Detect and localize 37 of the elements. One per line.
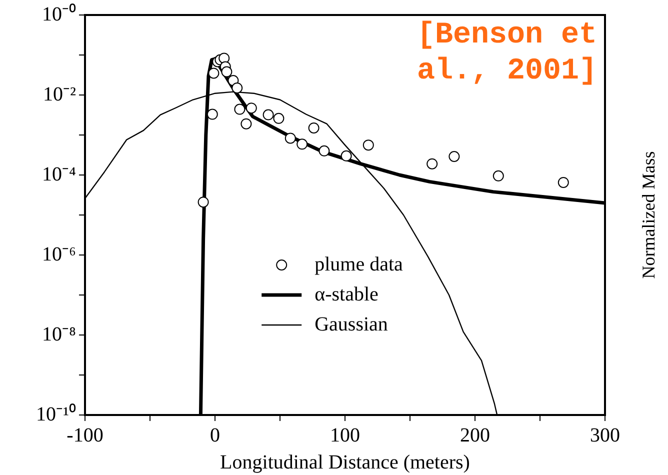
point xyxy=(558,176,569,188)
point xyxy=(232,82,243,94)
point xyxy=(273,112,284,124)
point xyxy=(246,102,257,114)
point xyxy=(308,122,320,134)
point xyxy=(234,104,246,115)
y-tick-label: 10⁻¹⁰ xyxy=(36,402,76,426)
x-tick-label: -100 xyxy=(66,424,104,446)
point xyxy=(206,108,218,120)
legend-label: plume data xyxy=(314,253,404,276)
legend-label: Gaussian xyxy=(314,313,388,336)
y-tick-label: 10⁻⁴ xyxy=(42,163,76,186)
point xyxy=(318,145,330,156)
point xyxy=(208,68,220,79)
point xyxy=(448,151,460,162)
y-tick-label: 10⁻⁶ xyxy=(42,243,76,266)
y-axis-title: Normalized Mass xyxy=(638,151,659,279)
point xyxy=(284,132,296,144)
x-tick-label: 0 xyxy=(210,424,220,446)
x-axis-title: Longitudinal Distance (meters) xyxy=(220,451,470,474)
point xyxy=(240,118,252,130)
point xyxy=(198,196,209,208)
point xyxy=(221,66,232,78)
y-tick-label: 10⁻⁸ xyxy=(42,323,76,346)
point xyxy=(296,138,308,150)
point xyxy=(362,140,374,151)
x-tick-label: 300 xyxy=(590,424,620,446)
point xyxy=(262,109,274,120)
legend-label: α-stable xyxy=(314,283,379,306)
x-tick-label: 200 xyxy=(460,424,490,446)
point xyxy=(492,170,504,182)
annotation: [Benson et al., 2001] xyxy=(416,18,597,89)
point xyxy=(340,150,352,162)
y-tick-label: 10⁻⁰ xyxy=(42,2,76,26)
y-tick-label: 10⁻² xyxy=(43,83,76,106)
point xyxy=(426,158,438,170)
x-tick-label: 100 xyxy=(330,424,360,446)
